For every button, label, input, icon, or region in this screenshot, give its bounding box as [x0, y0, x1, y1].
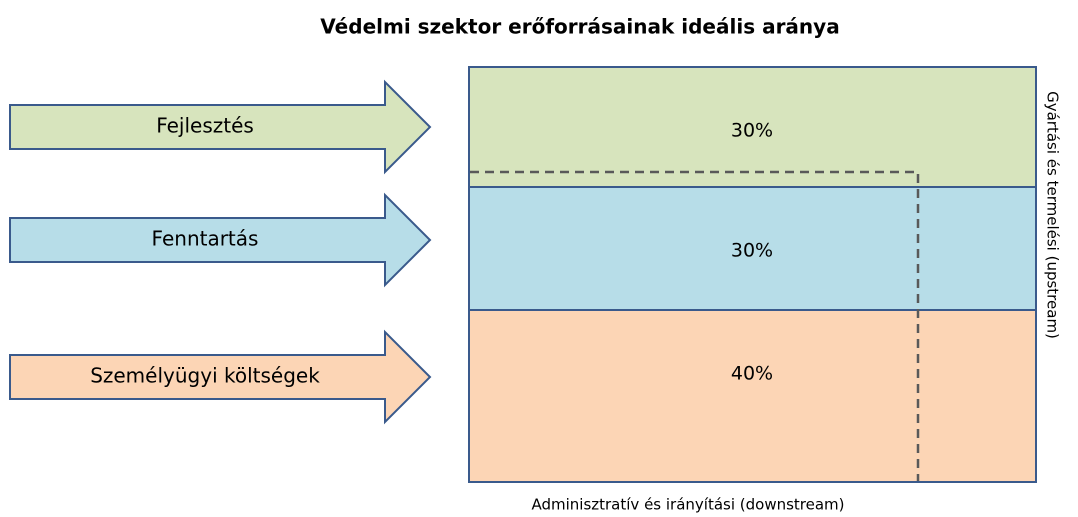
arrow	[9, 192, 432, 288]
title: Védelmi szektor erőforrásainak ideális a…	[320, 15, 839, 39]
arrow-label: Személyügyi költségek	[90, 364, 320, 388]
segment-label: 30%	[731, 120, 773, 142]
segment	[468, 309, 1037, 483]
segments: 30% 30% 40%	[468, 66, 1037, 483]
bottom-label: Adminisztratív és irányítási (downstream…	[531, 496, 844, 514]
arrows: Fejlesztés Fenntartás Személyügyi költsége…	[9, 79, 432, 425]
arrow	[9, 79, 432, 175]
arrow-label: Fenntartás	[152, 227, 259, 251]
segment-label: 40%	[731, 363, 773, 385]
right-label: Gyártási és termelési (upstream)	[1044, 91, 1062, 339]
arrow	[9, 329, 432, 425]
arrow-label: Fejlesztés	[156, 114, 254, 138]
box-outline	[468, 66, 1037, 483]
segment	[468, 66, 1037, 188]
segment-label: 30%	[731, 240, 773, 262]
